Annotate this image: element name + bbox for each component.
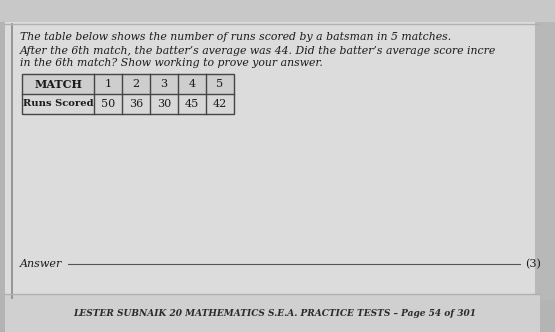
Text: The table below shows the number of runs scored by a batsman in 5 matches.: The table below shows the number of runs… — [20, 32, 451, 42]
Text: 4: 4 — [189, 79, 195, 89]
Text: 50: 50 — [101, 99, 115, 109]
Text: 30: 30 — [157, 99, 171, 109]
Text: 36: 36 — [129, 99, 143, 109]
Bar — [22, 74, 234, 114]
Text: Answer: Answer — [20, 259, 62, 269]
Text: MATCH: MATCH — [34, 78, 82, 90]
Text: 42: 42 — [213, 99, 227, 109]
Text: 45: 45 — [185, 99, 199, 109]
Text: in the 6th match? Show working to prove your answer.: in the 6th match? Show working to prove … — [20, 58, 323, 68]
Text: After the 6th match, the batter’s average was 44. Did the batter’s average score: After the 6th match, the batter’s averag… — [20, 46, 496, 56]
Text: 1: 1 — [104, 79, 112, 89]
Bar — [22, 74, 234, 114]
Text: 5: 5 — [216, 79, 224, 89]
Text: LESTER SUBNAIK 20 MATHEMATICS S.E.A. PRACTICE TESTS – Page 54 of 301: LESTER SUBNAIK 20 MATHEMATICS S.E.A. PRA… — [73, 309, 477, 318]
Bar — [0, 0, 555, 22]
Bar — [5, 22, 540, 300]
Bar — [535, 22, 555, 300]
Bar — [22, 74, 234, 94]
Bar — [5, 294, 540, 332]
Text: 3: 3 — [160, 79, 168, 89]
Text: Runs Scored: Runs Scored — [23, 100, 93, 109]
Text: 2: 2 — [133, 79, 139, 89]
Text: (3): (3) — [525, 259, 541, 269]
